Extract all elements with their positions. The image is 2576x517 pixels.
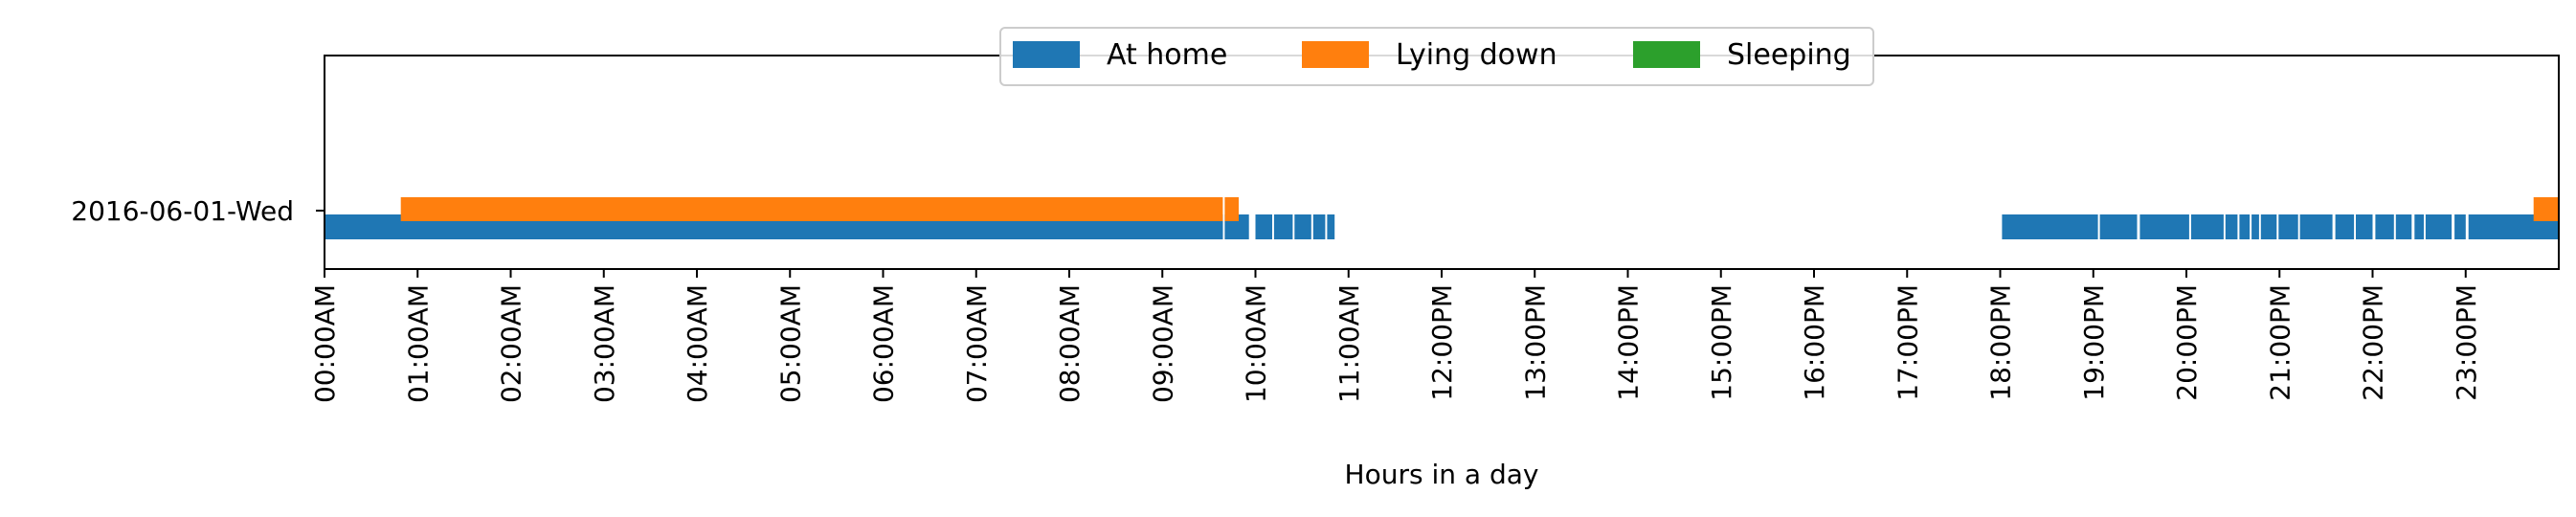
- bar-at-home: [1273, 214, 1293, 239]
- x-axis: 00:00AM 01:00AM 02:00AM 03:00AM 04:00AM 05:00…: [309, 269, 2482, 403]
- x-tick-label: 07:00AM: [961, 284, 993, 403]
- bar-at-home: [1294, 214, 1311, 239]
- x-tick-label: 13:00PM: [1519, 284, 1551, 401]
- x-tick-label: 16:00PM: [1799, 284, 1830, 401]
- x-tick-label: 08:00AM: [1054, 284, 1086, 403]
- bar-at-home: [2454, 214, 2466, 239]
- legend-label: Lying down: [1396, 38, 1557, 72]
- bar-lying-down: [1224, 197, 1239, 221]
- x-tick-label: 06:00AM: [868, 284, 900, 403]
- bar-at-home: [2299, 214, 2333, 239]
- legend-label: At home: [1107, 38, 1227, 72]
- bar-at-home: [2395, 214, 2412, 239]
- bar-at-home: [2239, 214, 2251, 239]
- legend-swatch: [1633, 41, 1700, 68]
- bar-at-home: [2260, 214, 2277, 239]
- bars-group: [325, 197, 2559, 239]
- bar-at-home: [1312, 214, 1326, 239]
- bar-at-home: [2139, 214, 2189, 239]
- x-tick-label: 14:00PM: [1613, 284, 1645, 401]
- bar-at-home: [2278, 214, 2298, 239]
- x-tick-label: 09:00AM: [1147, 284, 1178, 403]
- bar-at-home: [2356, 214, 2373, 239]
- x-tick-label: 02:00AM: [496, 284, 527, 403]
- legend-swatch: [1302, 41, 1369, 68]
- x-tick-label: 03:00AM: [589, 284, 620, 403]
- bar-at-home: [2414, 214, 2424, 239]
- y-axis: 2016-06-01-Wed: [71, 195, 325, 227]
- legend-label: Sleeping: [1727, 38, 1851, 72]
- bar-at-home: [1327, 214, 1335, 239]
- bar-at-home: [1255, 214, 1272, 239]
- bar-at-home: [2099, 214, 2138, 239]
- x-tick-label: 22:00PM: [2358, 284, 2389, 401]
- legend-swatch: [1013, 41, 1080, 68]
- x-tick-label: 23:00PM: [2451, 284, 2482, 401]
- bar-at-home: [2375, 214, 2394, 239]
- x-tick-label: 01:00AM: [402, 284, 434, 403]
- legend: At home Lying down Sleeping: [999, 27, 1874, 86]
- bar-at-home: [2251, 214, 2259, 239]
- x-tick-label: 20:00PM: [2171, 284, 2203, 401]
- bar-at-home: [2190, 214, 2224, 239]
- y-tick-label: 2016-06-01-Wed: [71, 195, 294, 227]
- x-tick-label: 04:00AM: [682, 284, 713, 403]
- x-tick-label: 00:00AM: [309, 284, 341, 403]
- bar-at-home: [2425, 214, 2453, 239]
- x-tick-label: 19:00PM: [2078, 284, 2110, 401]
- x-tick-label: 15:00PM: [1706, 284, 1737, 401]
- x-tick-label: 12:00PM: [1426, 284, 1458, 401]
- x-tick-label: 11:00AM: [1333, 284, 1365, 403]
- bar-lying-down: [2533, 197, 2559, 221]
- x-tick-label: 10:00AM: [1241, 284, 1272, 403]
- bar-at-home: [2002, 214, 2098, 239]
- x-tick-label: 17:00PM: [1892, 284, 1923, 401]
- x-tick-label: 18:00PM: [1985, 284, 2017, 401]
- x-axis-label: Hours in a day: [1345, 459, 1539, 490]
- x-tick-label: 05:00AM: [774, 284, 806, 403]
- x-tick-label: 21:00PM: [2264, 284, 2296, 401]
- bar-at-home: [2335, 214, 2355, 239]
- bar-at-home: [2225, 214, 2238, 239]
- bar-lying-down: [400, 197, 1223, 221]
